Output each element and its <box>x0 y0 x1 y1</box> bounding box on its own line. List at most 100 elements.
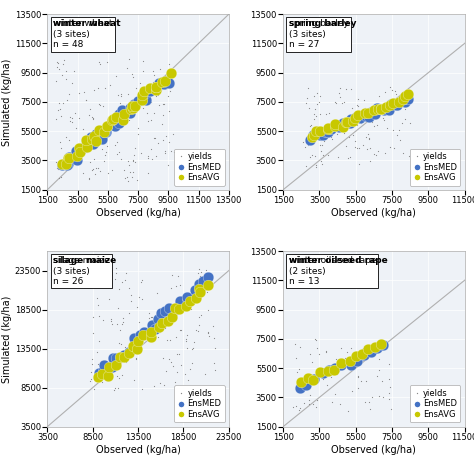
Point <box>182 370 189 378</box>
Point <box>380 116 388 124</box>
Point <box>352 114 360 121</box>
Point <box>160 381 167 389</box>
Point <box>167 69 175 77</box>
Point <box>341 114 348 121</box>
Point <box>95 370 103 377</box>
Point <box>113 150 121 158</box>
Point <box>158 120 166 128</box>
Point <box>95 126 102 134</box>
Point <box>154 139 162 147</box>
Point <box>316 142 323 149</box>
Point <box>361 109 369 117</box>
Point <box>116 339 123 346</box>
Point <box>317 131 324 138</box>
Point <box>118 278 126 286</box>
Text: silage maize: silage maize <box>53 256 116 265</box>
Point <box>337 93 344 101</box>
Point <box>109 166 116 174</box>
Point <box>171 317 178 325</box>
Point <box>145 169 152 177</box>
Point <box>131 158 138 166</box>
Point <box>88 355 96 363</box>
Point <box>120 110 128 118</box>
Point <box>371 343 379 351</box>
Point <box>205 332 213 340</box>
Point <box>62 75 70 82</box>
Point <box>399 95 407 103</box>
Point <box>99 367 107 375</box>
Point <box>153 289 161 297</box>
Point <box>306 154 313 161</box>
Point <box>89 329 97 337</box>
Point <box>310 110 318 118</box>
Point <box>201 371 209 378</box>
Point <box>114 304 121 311</box>
Point <box>148 98 155 105</box>
Point <box>123 173 130 181</box>
Point <box>380 114 387 122</box>
Point <box>311 105 319 113</box>
Point <box>66 137 73 144</box>
Point <box>320 135 328 142</box>
Point <box>79 144 86 152</box>
Point <box>72 147 80 155</box>
Point <box>162 133 169 140</box>
Point <box>172 304 179 311</box>
Point <box>337 401 344 408</box>
Point <box>115 374 122 382</box>
Point <box>100 362 108 369</box>
Point <box>118 92 125 100</box>
Point <box>108 111 115 118</box>
Point <box>68 114 76 122</box>
Point <box>97 167 104 174</box>
Point <box>353 121 361 129</box>
Point <box>54 58 61 65</box>
Point <box>121 343 128 351</box>
Point <box>401 115 409 123</box>
Point <box>94 164 102 172</box>
Point <box>82 97 90 104</box>
Point <box>125 157 132 165</box>
Point <box>165 67 173 75</box>
Point <box>83 144 91 151</box>
Point <box>117 155 125 163</box>
Point <box>302 100 310 107</box>
Point <box>162 324 169 331</box>
Point <box>75 145 82 152</box>
Point <box>343 348 351 356</box>
Point <box>139 57 146 65</box>
Point <box>196 288 203 296</box>
Point <box>292 402 300 410</box>
Point <box>186 301 193 309</box>
Point <box>389 126 396 134</box>
Point <box>334 153 342 161</box>
Point <box>310 115 318 122</box>
Point <box>359 345 367 352</box>
Point <box>210 322 217 330</box>
Point <box>357 119 365 127</box>
Point <box>372 151 380 158</box>
Point <box>176 281 184 289</box>
Text: spring barley
(3 sites)
n = 27: spring barley (3 sites) n = 27 <box>289 19 348 49</box>
Point <box>309 400 317 408</box>
Point <box>392 90 400 98</box>
Point <box>364 130 372 138</box>
Point <box>323 381 330 389</box>
Point <box>400 95 408 103</box>
Legend: yields, EnsMED, EnsAVG: yields, EnsMED, EnsAVG <box>410 385 460 422</box>
Point <box>314 125 322 133</box>
Point <box>374 104 381 112</box>
Point <box>309 131 317 138</box>
Point <box>361 104 369 111</box>
Point <box>104 365 112 373</box>
Text: winter wheat
(3 sites)
n = 48: winter wheat (3 sites) n = 48 <box>53 19 112 49</box>
Point <box>99 135 106 143</box>
Point <box>403 94 410 102</box>
Point <box>183 293 191 301</box>
Point <box>352 109 360 116</box>
Point <box>344 356 351 363</box>
Point <box>136 332 144 339</box>
Point <box>73 156 81 164</box>
Point <box>360 342 367 349</box>
Point <box>194 283 201 290</box>
